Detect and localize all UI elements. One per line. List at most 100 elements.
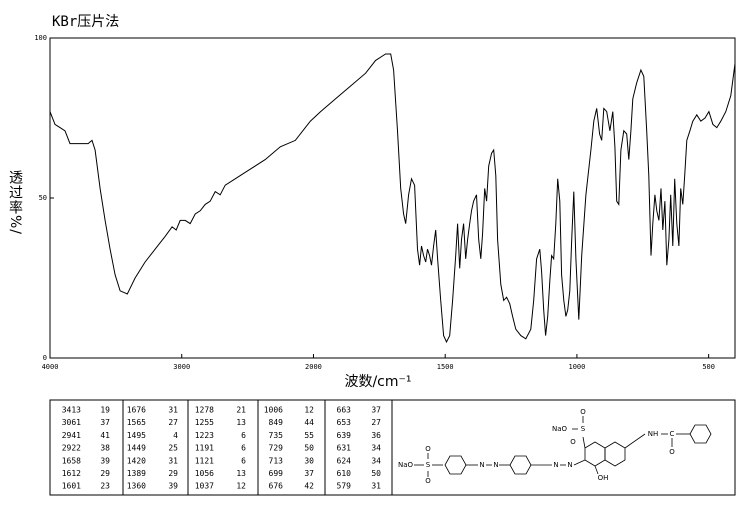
structure-label: N bbox=[553, 461, 558, 469]
peak-wavenumber: 3413 bbox=[62, 406, 81, 415]
peak-wavenumber: 676 bbox=[269, 482, 284, 491]
peak-transmittance: 39 bbox=[168, 482, 178, 491]
peak-transmittance: 30 bbox=[304, 456, 314, 465]
peak-transmittance: 37 bbox=[100, 418, 110, 427]
peak-wavenumber: 610 bbox=[337, 469, 352, 478]
peak-transmittance: 31 bbox=[168, 456, 178, 465]
peak-transmittance: 12 bbox=[236, 482, 246, 491]
x-axis-label: 波数/cm⁻¹ bbox=[344, 374, 411, 390]
peak-wavenumber: 663 bbox=[337, 406, 352, 415]
peak-wavenumber: 1360 bbox=[127, 482, 146, 491]
peak-transmittance: 29 bbox=[100, 469, 110, 478]
structure-label: O bbox=[570, 438, 576, 446]
peak-wavenumber: 1389 bbox=[127, 469, 146, 478]
peak-transmittance: 12 bbox=[304, 406, 314, 415]
peak-wavenumber: 1056 bbox=[195, 469, 214, 478]
peak-transmittance: 41 bbox=[100, 431, 110, 440]
peak-wavenumber: 849 bbox=[269, 418, 284, 427]
y-tick-label: 0 bbox=[43, 354, 47, 362]
x-tick-label: 1000 bbox=[568, 363, 585, 371]
table-dividers bbox=[122, 400, 393, 495]
peak-wavenumber: 699 bbox=[269, 469, 284, 478]
peak-wavenumber: 1006 bbox=[264, 406, 283, 415]
chart-title: KBr压片法 bbox=[52, 14, 119, 30]
peak-transmittance: 34 bbox=[371, 456, 381, 465]
peak-wavenumber: 729 bbox=[269, 444, 284, 453]
y-axis-label: 透过率%/ bbox=[7, 170, 23, 236]
peak-transmittance: 34 bbox=[371, 444, 381, 453]
peak-transmittance: 37 bbox=[304, 469, 314, 478]
peak-wavenumber: 631 bbox=[337, 444, 352, 453]
peak-wavenumber: 1565 bbox=[127, 418, 146, 427]
peak-transmittance: 21 bbox=[236, 406, 246, 415]
structure-label: N bbox=[479, 461, 484, 469]
x-tick-label: 2000 bbox=[305, 363, 322, 371]
structure-label: S bbox=[581, 425, 586, 433]
peak-transmittance: 23 bbox=[100, 482, 110, 491]
x-tick-label: 4000 bbox=[42, 363, 59, 371]
peak-transmittance: 42 bbox=[304, 482, 314, 491]
structure-diagram bbox=[414, 416, 712, 477]
peak-wavenumber: 1278 bbox=[195, 406, 214, 415]
peak-transmittance: 27 bbox=[371, 418, 381, 427]
peak-wavenumber: 1495 bbox=[127, 431, 146, 440]
y-tick-label: 100 bbox=[34, 34, 47, 42]
peak-wavenumber: 1420 bbox=[127, 456, 146, 465]
peak-transmittance: 6 bbox=[241, 444, 246, 453]
peak-wavenumber: 624 bbox=[337, 456, 352, 465]
y-tick-label: 50 bbox=[39, 194, 47, 202]
peak-wavenumber: 1191 bbox=[195, 444, 214, 453]
peak-wavenumber: 1255 bbox=[195, 418, 214, 427]
peak-wavenumber: 653 bbox=[337, 418, 352, 427]
x-tick-label: 3000 bbox=[173, 363, 190, 371]
peak-transmittance: 6 bbox=[241, 456, 246, 465]
peak-transmittance: 55 bbox=[304, 431, 314, 440]
structure-label: NaO bbox=[552, 425, 568, 433]
peak-wavenumber: 1449 bbox=[127, 444, 146, 453]
structure-label: O bbox=[425, 477, 431, 485]
peak-transmittance: 37 bbox=[371, 406, 381, 415]
peak-wavenumber: 713 bbox=[269, 456, 284, 465]
peak-transmittance: 13 bbox=[236, 469, 246, 478]
peak-wavenumber: 735 bbox=[269, 431, 284, 440]
peak-transmittance: 31 bbox=[371, 482, 381, 491]
structure-label: N bbox=[567, 461, 572, 469]
peak-transmittance: 6 bbox=[241, 431, 246, 440]
x-tick-label: 500 bbox=[702, 363, 715, 371]
peak-wavenumber: 3061 bbox=[62, 418, 81, 427]
peak-wavenumber: 1121 bbox=[195, 456, 214, 465]
peak-transmittance: 29 bbox=[168, 469, 178, 478]
structure-label: O bbox=[669, 448, 675, 456]
peak-wavenumber: 1037 bbox=[195, 482, 214, 491]
peak-transmittance: 27 bbox=[168, 418, 178, 427]
peak-wavenumber: 579 bbox=[337, 482, 352, 491]
structure-label: N bbox=[493, 461, 498, 469]
peak-transmittance: 31 bbox=[168, 406, 178, 415]
structure-label: NH bbox=[648, 430, 659, 438]
peak-transmittance: 25 bbox=[168, 444, 178, 453]
structure-label: OH bbox=[598, 474, 609, 482]
peak-wavenumber: 1601 bbox=[62, 482, 81, 491]
peak-wavenumber: 1676 bbox=[127, 406, 146, 415]
structure-label: NaO bbox=[398, 461, 414, 469]
peak-transmittance: 50 bbox=[304, 444, 314, 453]
x-tick-label: 1500 bbox=[437, 363, 454, 371]
peak-wavenumber: 1612 bbox=[62, 469, 81, 478]
peak-transmittance: 44 bbox=[304, 418, 314, 427]
structure-label: S bbox=[426, 461, 431, 469]
peak-transmittance: 19 bbox=[100, 406, 110, 415]
peak-wavenumber: 639 bbox=[337, 431, 352, 440]
peak-transmittance: 13 bbox=[236, 418, 246, 427]
structure-label: C bbox=[670, 430, 675, 438]
spectrum-line bbox=[49, 53, 736, 344]
plot-frame bbox=[49, 37, 736, 359]
peak-transmittance: 4 bbox=[173, 431, 178, 440]
peak-transmittance: 36 bbox=[371, 431, 381, 440]
peak-transmittance: 50 bbox=[371, 469, 381, 478]
structure-label: O bbox=[580, 408, 586, 416]
peak-transmittance: 38 bbox=[100, 444, 110, 453]
peak-wavenumber: 1223 bbox=[195, 431, 214, 440]
peak-wavenumber: 1658 bbox=[62, 456, 81, 465]
peak-transmittance: 39 bbox=[100, 456, 110, 465]
